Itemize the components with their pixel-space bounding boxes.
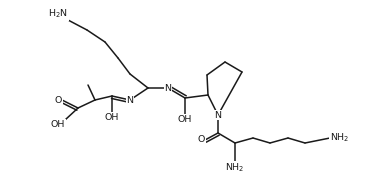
Text: NH$_2$: NH$_2$ <box>330 132 350 144</box>
Text: O: O <box>198 135 205 145</box>
Text: N: N <box>165 84 171 92</box>
Text: N: N <box>127 95 133 105</box>
Text: NH$_2$: NH$_2$ <box>225 162 245 174</box>
Text: OH: OH <box>105 113 119 122</box>
Text: O: O <box>55 95 62 105</box>
Text: OH: OH <box>178 115 192 124</box>
Text: N: N <box>214 110 222 119</box>
Text: OH: OH <box>51 120 65 129</box>
Text: H$_2$N: H$_2$N <box>48 7 68 20</box>
